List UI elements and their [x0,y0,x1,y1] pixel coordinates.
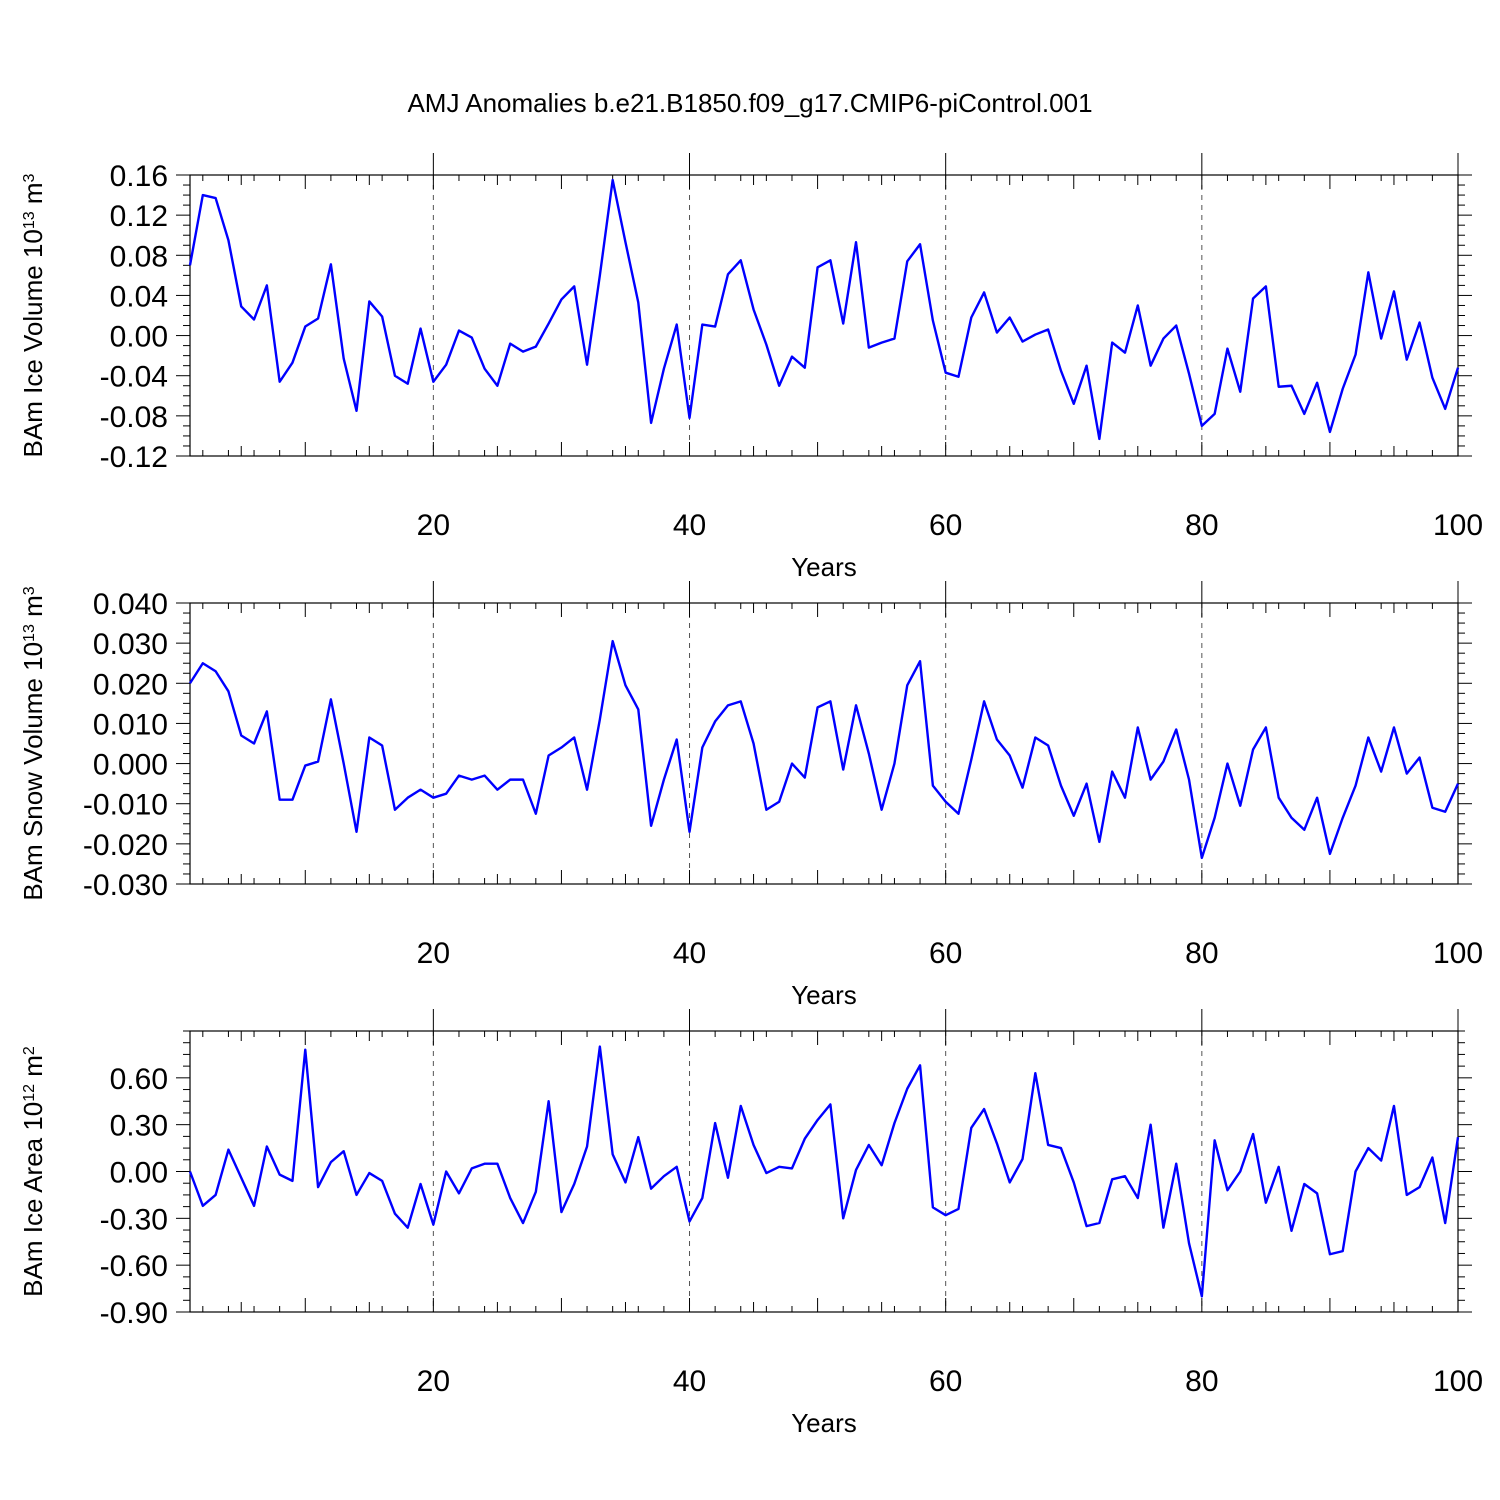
y-axis-label-unit: m [18,1055,48,1084]
x-tick-label: 80 [1185,1365,1218,1398]
series-line [188,178,1460,441]
y-tick-label: 0.04 [110,280,168,313]
y-tick-label: -0.030 [83,869,168,902]
x-axis-label: Years [791,552,857,582]
y-tick-label: -0.020 [83,829,168,862]
y-axis-label-exp: 12 [21,1084,38,1102]
y-axis-label-unit-exp: 3 [21,586,38,595]
x-tick-label: 20 [417,1365,450,1398]
y-axis-label-unit-exp: 3 [21,173,38,182]
y-axis-label-text: BAm Snow Volume 10 [18,642,48,901]
y-tick-label: 0.12 [110,200,168,233]
y-axis-label-text: BAm Ice Area 10 [18,1102,48,1297]
y-tick-label: 0.030 [93,628,168,661]
x-tick-label: 100 [1433,509,1483,542]
x-tick-label: 60 [929,509,962,542]
y-axis-label-text: BAm Ice Volume 10 [18,229,48,457]
y-tick-label: 0.30 [110,1110,168,1143]
x-axis-label: Years [791,980,857,1010]
y-tick-label: -0.010 [83,789,168,822]
y-axis-label: BAm Ice Area 1012 m2 [18,1046,48,1297]
x-tick-label: 80 [1185,509,1218,542]
y-tick-label: -0.04 [100,361,168,394]
y-tick-label: 0.16 [110,160,168,193]
y-tick-label: -0.90 [100,1297,168,1330]
series-line [188,639,1460,860]
y-tick-label: 0.010 [93,708,168,741]
x-axis-label: Years [791,1408,857,1438]
x-tick-label: 40 [673,1365,706,1398]
y-tick-label: -0.12 [100,441,168,474]
y-axis-label-unit-exp: 2 [21,1046,38,1055]
x-tick-label: 100 [1433,937,1483,970]
x-tick-label: 20 [417,509,450,542]
x-tick-label: 20 [417,937,450,970]
y-tick-label: -0.60 [100,1250,168,1283]
y-axis-label-unit: m [18,182,48,211]
chart-title: AMJ Anomalies b.e21.B1850.f09_g17.CMIP6-… [407,88,1092,118]
y-tick-label: 0.020 [93,668,168,701]
y-tick-label: 0.00 [110,321,168,354]
y-axis-label-exp: 13 [21,211,38,229]
y-tick-label: 0.60 [110,1063,168,1096]
y-tick-label: -0.08 [100,401,168,434]
x-tick-label: 60 [929,1365,962,1398]
y-axis-label-exp: 13 [21,624,38,642]
y-axis-label: BAm Snow Volume 1013 m3 [18,586,48,900]
y-tick-label: 0.040 [93,588,168,621]
x-tick-label: 40 [673,937,706,970]
x-tick-label: 100 [1433,1365,1483,1398]
panel-1: 20 40 60 80 100 Years -0.12 -0.08 -0.04 0.00 0.04 0… [18,153,1483,582]
x-tick-label: 60 [929,937,962,970]
panel-2: 20 40 60 80 100 Years -0.030 -0.020 -0.010 0.000 0… [18,581,1483,1010]
series-line [188,1045,1460,1298]
y-tick-label: -0.30 [100,1203,168,1236]
x-tick-label: 80 [1185,937,1218,970]
y-tick-label: 0.08 [110,240,168,273]
plot-frame [189,1030,1459,1313]
y-tick-label: 0.000 [93,749,168,782]
y-axis-label-unit: m [18,595,48,624]
x-tick-label: 40 [673,509,706,542]
y-axis-label: BAm Ice Volume 1013 m3 [18,173,48,457]
y-tick-label: 0.00 [110,1157,168,1190]
panel-3: 20 40 60 80 100 Years -0.90 -0.60 -0.30 0.00 0.30 0… [18,1009,1483,1438]
